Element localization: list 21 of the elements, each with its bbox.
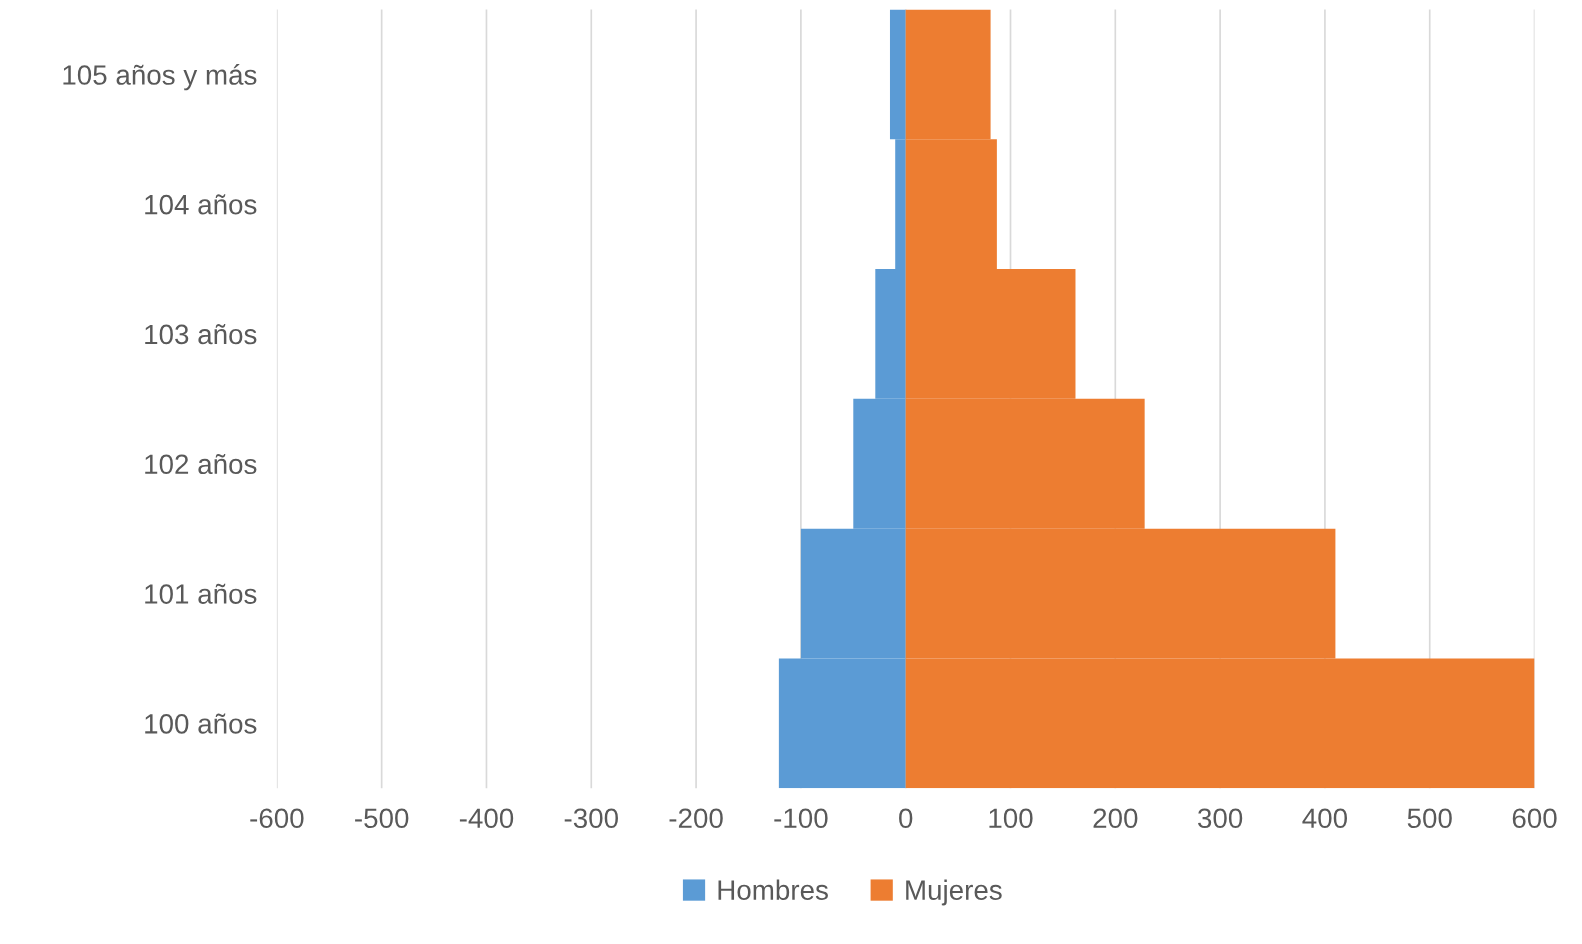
x-tick-label: -100 <box>774 808 828 829</box>
x-tick-label: 500 <box>1407 808 1452 829</box>
y-tick-label: 103 años <box>145 324 257 345</box>
x-tick-label: -600 <box>250 808 304 829</box>
legend-label: Mujeres <box>906 879 1002 906</box>
y-tick-label: 101 años <box>145 583 257 604</box>
x-tick-label: 600 <box>1512 808 1557 829</box>
x-tick-label: 400 <box>1302 808 1348 829</box>
y-tick-label: 105 años y más <box>63 64 257 91</box>
y-tick-label: 102 años <box>145 453 257 475</box>
x-tick-label: -400 <box>459 808 514 829</box>
x-tick-label: 200 <box>1093 808 1138 829</box>
legend-label: Hombres <box>718 879 828 900</box>
x-tick-label: 0 <box>899 808 913 829</box>
y-tick-label: 104 años <box>145 194 257 215</box>
x-tick-label: -300 <box>564 808 618 829</box>
x-tick-label: 300 <box>1198 808 1243 829</box>
x-tick-label: -500 <box>355 808 409 829</box>
y-tick-label: 100 años <box>145 713 257 734</box>
x-tick-label: 100 <box>989 808 1033 829</box>
x-tick-label: -200 <box>669 808 723 829</box>
